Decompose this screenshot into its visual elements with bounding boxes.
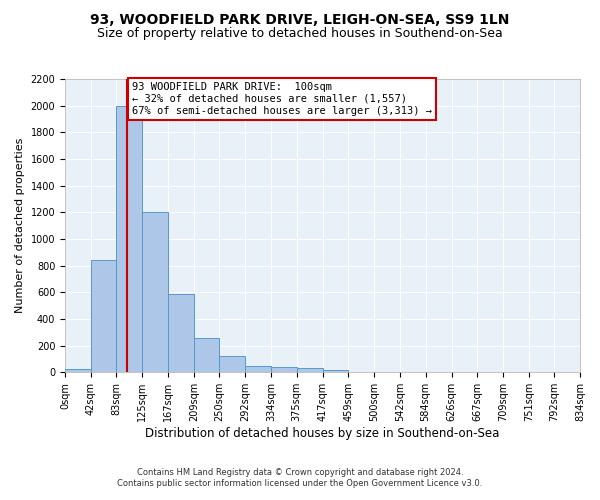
Text: Size of property relative to detached houses in Southend-on-Sea: Size of property relative to detached ho… — [97, 28, 503, 40]
Bar — [194, 338, 220, 372]
Bar — [168, 294, 194, 372]
Bar — [220, 356, 245, 372]
Bar — [116, 106, 142, 372]
Bar — [65, 369, 91, 372]
Y-axis label: Number of detached properties: Number of detached properties — [15, 138, 25, 314]
Text: 93, WOODFIELD PARK DRIVE, LEIGH-ON-SEA, SS9 1LN: 93, WOODFIELD PARK DRIVE, LEIGH-ON-SEA, … — [91, 12, 509, 26]
X-axis label: Distribution of detached houses by size in Southend-on-Sea: Distribution of detached houses by size … — [145, 427, 500, 440]
Bar — [142, 212, 168, 372]
Bar — [91, 260, 116, 372]
Bar — [245, 366, 271, 372]
Bar — [323, 370, 349, 372]
Text: Contains HM Land Registry data © Crown copyright and database right 2024.
Contai: Contains HM Land Registry data © Crown c… — [118, 468, 482, 487]
Bar — [296, 368, 323, 372]
Bar — [271, 367, 296, 372]
Text: 93 WOODFIELD PARK DRIVE:  100sqm
← 32% of detached houses are smaller (1,557)
67: 93 WOODFIELD PARK DRIVE: 100sqm ← 32% of… — [132, 82, 432, 116]
